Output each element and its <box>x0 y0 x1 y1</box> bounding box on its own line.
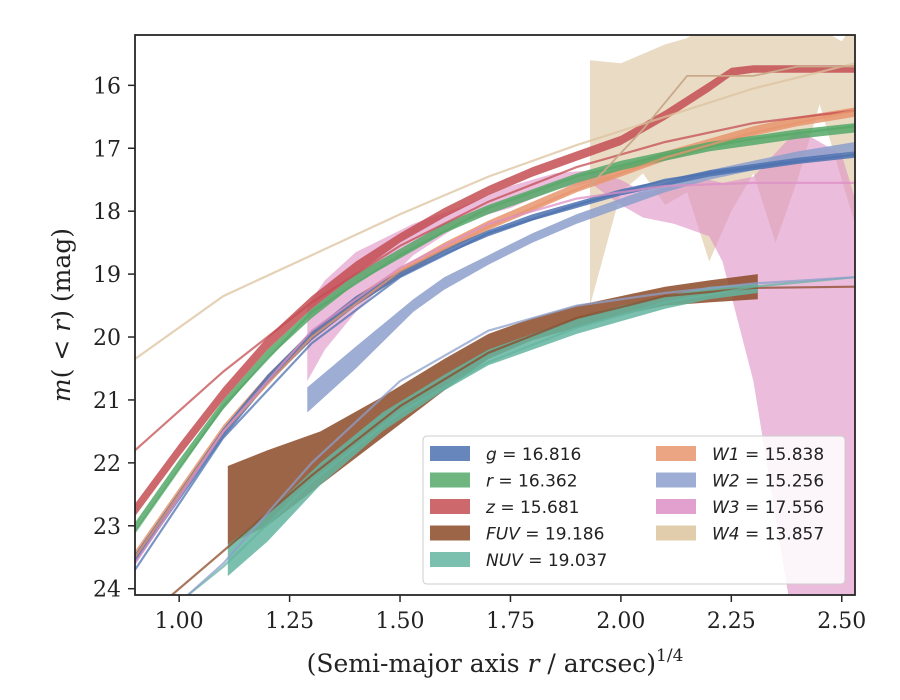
profile-line-w4 <box>589 65 855 187</box>
fit-line-nuv <box>187 276 855 595</box>
x-tick-label: 2.50 <box>817 609 866 634</box>
fit-line-g <box>135 153 855 571</box>
y-tick-label: 17 <box>93 137 121 162</box>
legend-label-nuv: NUV = 19.037 <box>486 551 607 571</box>
legend-swatch-r <box>430 472 470 488</box>
y-axis: 16 17 18 19 20 21 22 23 24 <box>93 74 135 603</box>
fit-line-w3 <box>135 181 855 565</box>
legend-swatch-fuv <box>430 525 470 541</box>
y-tick-label: 18 <box>93 200 121 225</box>
y-tick-label: 22 <box>93 452 121 477</box>
x-tick-label: 1.00 <box>155 609 204 634</box>
fit-line-z <box>135 109 855 452</box>
legend: g = 16.816 r = 16.362 z = 15.681 FUV = 19.1… <box>422 435 846 585</box>
legend-box <box>422 435 846 585</box>
legend-swatch-nuv <box>430 552 470 567</box>
legend-label-z: z = 15.681 <box>485 498 579 518</box>
plot-area <box>135 35 855 595</box>
legend-label-g: g = 16.816 <box>486 445 581 465</box>
plot-frame <box>134 34 856 596</box>
y-axis-label: m( < r) (mag) <box>47 228 76 402</box>
y-tick-label: 16 <box>93 74 121 99</box>
legend-label-w2: W2 = 15.256 <box>712 472 824 492</box>
band-w3 <box>307 129 855 595</box>
legend-label-r: r = 16.362 <box>486 472 578 492</box>
y-tick-label: 20 <box>93 326 121 351</box>
y-tick-label: 23 <box>93 515 121 540</box>
y-tick-label: 19 <box>93 263 121 288</box>
legend-swatch-w4 <box>656 525 696 541</box>
legend-label-w3: W3 = 17.556 <box>712 498 824 518</box>
fit-line-w2 <box>187 276 855 595</box>
x-axis-label: (Semi-major axis r / arcsec)1/4 <box>307 646 684 678</box>
fit-line-r <box>135 125 855 533</box>
legend-label-w4: W4 = 13.857 <box>712 525 824 545</box>
y-tick-label: 21 <box>93 389 121 414</box>
band-fuv <box>227 274 758 545</box>
fit-line-w1 <box>135 109 855 558</box>
x-tick-label: 2.00 <box>596 609 645 634</box>
legend-swatch-w3 <box>656 499 696 514</box>
x-tick-label: 1.50 <box>376 609 425 634</box>
fit-line-w4 <box>135 62 855 360</box>
legend-label-fuv: FUV = 19.186 <box>486 525 604 545</box>
x-tick-label: 2.25 <box>707 609 756 634</box>
legend-swatch-z <box>430 499 470 514</box>
legend-swatch-g <box>430 446 470 461</box>
x-tick-label: 1.25 <box>265 609 314 634</box>
y-tick-label: 24 <box>93 578 121 603</box>
legend-label-w1: W1 = 15.838 <box>712 445 824 465</box>
band-g <box>135 151 855 564</box>
x-tick-label: 1.75 <box>486 609 535 634</box>
fit-line-fuv <box>170 285 855 595</box>
legend-swatch-w1 <box>656 446 696 461</box>
x-axis: 1.00 1.25 1.50 1.75 2.00 2.25 2.50 <box>155 595 866 634</box>
legend-swatch-w2 <box>656 472 696 488</box>
